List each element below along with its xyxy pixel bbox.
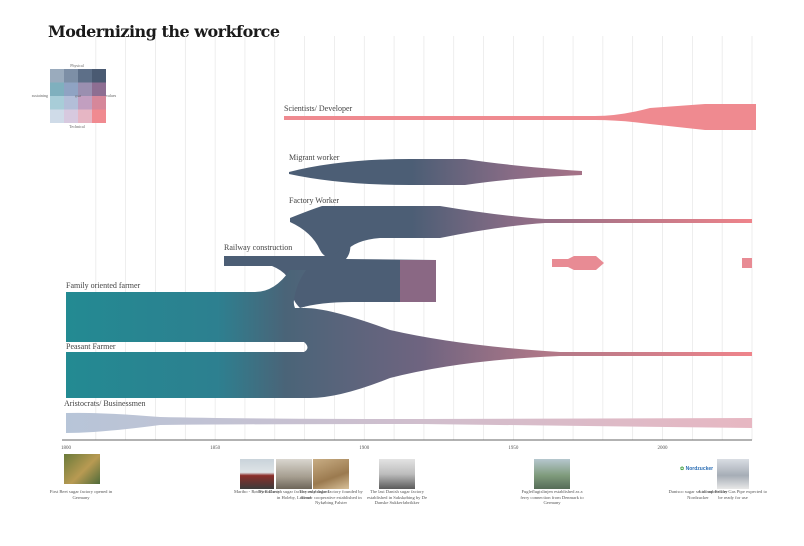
label-aristocrats: Aristocrats/ Businessmen bbox=[64, 399, 146, 408]
legend-matrix: Physical Technical sustaining values goa… bbox=[32, 63, 117, 129]
series-railway bbox=[224, 238, 436, 308]
legend-cell bbox=[50, 109, 64, 123]
event-photo bbox=[717, 459, 749, 489]
event-caption: First Beet sugar factory opened in Germa… bbox=[49, 489, 113, 500]
legend-cell bbox=[78, 69, 92, 83]
label-railway: Railway construction bbox=[224, 243, 292, 252]
x-tick-label: 1950 bbox=[508, 446, 519, 451]
legend-cell bbox=[50, 69, 64, 83]
event-photo bbox=[240, 459, 274, 489]
event-photo bbox=[276, 459, 312, 489]
x-tick-label: 1800 bbox=[61, 446, 72, 451]
flow-layer bbox=[66, 104, 756, 433]
legend-top-label: Physical bbox=[70, 63, 84, 68]
series-railway-end bbox=[400, 260, 436, 302]
series-factory bbox=[290, 206, 752, 259]
x-tick-label: 2000 bbox=[658, 446, 669, 451]
page-title: Modernizing the workforce bbox=[48, 22, 280, 41]
label-scientists: Scientists/ Developer bbox=[284, 104, 353, 113]
legend-cell bbox=[64, 69, 78, 83]
x-tick-label: 1900 bbox=[359, 446, 370, 451]
series-labels: Scientists/ Developer Migrant worker Fac… bbox=[64, 104, 353, 408]
event-caption: The last Danish sugar factory establishe… bbox=[367, 489, 427, 506]
event-caption: Maribo - Rødby Railway bbox=[233, 489, 281, 494]
event-caption: Fugleflugtslinjen established as a ferry… bbox=[520, 489, 584, 506]
nordzucker-logo: ✿ Nordzucker bbox=[680, 466, 714, 472]
legend-cell bbox=[78, 96, 92, 110]
label-factory: Factory Worker bbox=[289, 196, 339, 205]
series-scientists bbox=[284, 104, 756, 130]
legend-left-label: sustaining bbox=[32, 93, 48, 98]
legend-cell bbox=[92, 96, 106, 110]
series-marker-1970 bbox=[552, 256, 604, 270]
legend-right-label: values bbox=[106, 93, 117, 98]
series-migrant bbox=[289, 159, 582, 185]
event-caption: Lolland-Falster Gas Pipe expected to be … bbox=[698, 489, 768, 500]
legend-cell bbox=[92, 82, 106, 96]
series-aristocrats bbox=[66, 412, 752, 433]
event-photo bbox=[534, 459, 570, 489]
event-photo bbox=[64, 454, 100, 484]
event-caption: Danisco sugar sector aquired by Nordzuck… bbox=[668, 489, 728, 500]
label-migrant: Migrant worker bbox=[289, 153, 340, 162]
x-tick-label: 1850 bbox=[210, 446, 221, 451]
legend-cell bbox=[78, 82, 92, 96]
legend-center-label: goal bbox=[75, 94, 81, 98]
legend-cell bbox=[78, 109, 92, 123]
legend-bottom-label: Technical bbox=[69, 124, 85, 129]
event-photo bbox=[313, 459, 349, 489]
legend-cell bbox=[50, 96, 64, 110]
legend-cell bbox=[64, 109, 78, 123]
legend-cell bbox=[64, 82, 78, 96]
legend-cell bbox=[50, 82, 64, 96]
leaf-icon: ✿ bbox=[680, 466, 685, 472]
series-peasant-farmer bbox=[66, 308, 752, 398]
label-peasant-farmer: Peasant Farmer bbox=[66, 342, 116, 351]
event-caption: First Danish sugar factory established i… bbox=[259, 489, 329, 500]
x-axis: 1800 1850 1900 1950 2000 bbox=[61, 439, 752, 451]
legend-cell bbox=[64, 96, 78, 110]
legend-cell bbox=[92, 69, 106, 83]
series-marker-2025 bbox=[742, 258, 752, 268]
event-photo bbox=[379, 459, 415, 489]
label-family-farmer: Family oriented farmer bbox=[66, 281, 141, 290]
legend-cell bbox=[92, 109, 106, 123]
event-caption: The only sugar factory founded by former… bbox=[299, 489, 363, 506]
